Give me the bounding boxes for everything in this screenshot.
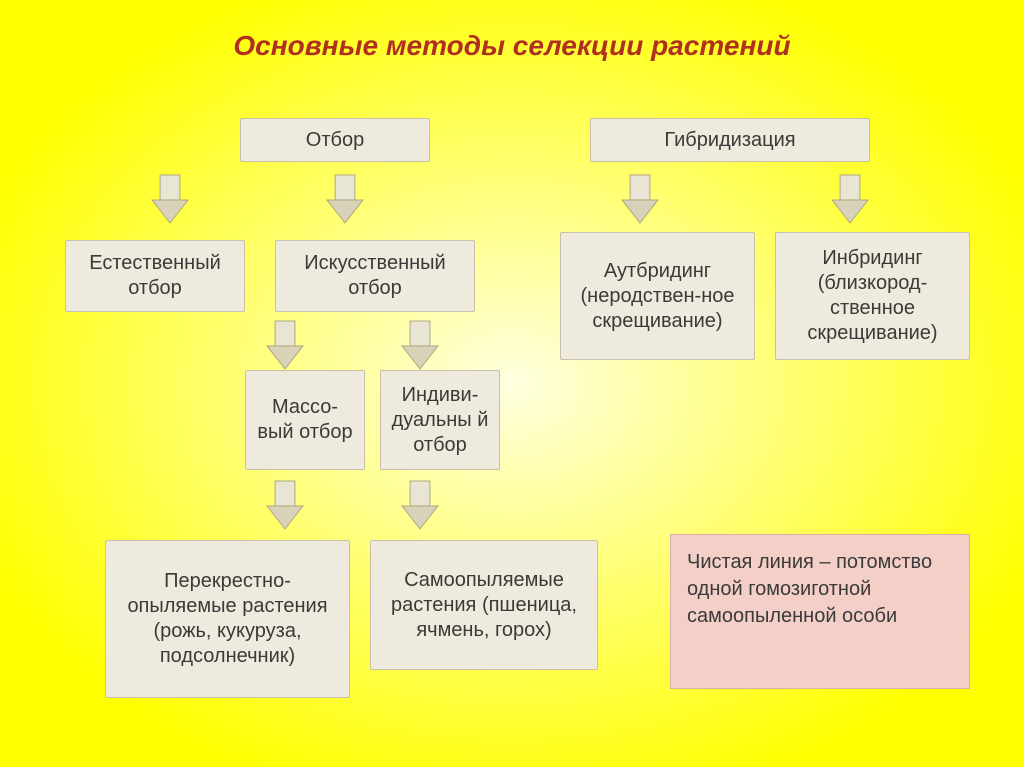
diagram-title: Основные методы селекции растений	[0, 30, 1024, 62]
box-samoopyl: Самоопыляемые растения (пшеница, ячмень,…	[370, 540, 598, 670]
box-otbor: Отбор	[240, 118, 430, 162]
box-individ: Индиви-дуальны й отбор	[380, 370, 500, 470]
box-label: Перекрестно-опыляемые растения (рожь, ку…	[116, 569, 339, 669]
box-label: Самоопыляемые растения (пшеница, ячмень,…	[381, 568, 587, 643]
arrow-down-icon	[399, 478, 441, 532]
box-perekrest: Перекрестно-опыляемые растения (рожь, ку…	[105, 540, 350, 698]
arrow-down-icon	[264, 318, 306, 372]
box-label: Искусственный отбор	[286, 251, 464, 301]
arrow-down-icon	[619, 172, 661, 226]
arrow-down-icon	[149, 172, 191, 226]
box-label: Массо-вый отбор	[256, 395, 354, 445]
arrow-down-icon	[264, 478, 306, 532]
box-label: Естественный отбор	[76, 251, 234, 301]
box-massov: Массо-вый отбор	[245, 370, 365, 470]
box-iskusstv: Искусственный отбор	[275, 240, 475, 312]
arrow-down-icon	[829, 172, 871, 226]
diagram-content: Основные методы селекции растений Отбор …	[0, 0, 1024, 767]
box-estestv: Естественный отбор	[65, 240, 245, 312]
box-inbriding: Инбридинг (близкород-ственное скрещивани…	[775, 232, 970, 360]
box-label: Инбридинг (близкород-ственное скрещивани…	[786, 246, 959, 346]
box-gibrid: Гибридизация	[590, 118, 870, 162]
definition-note: Чистая линия – потомство одной гомозигот…	[670, 534, 970, 689]
box-label: Аутбридинг (неродствен-ное скрещивание)	[571, 259, 744, 334]
box-label: Гибридизация	[664, 128, 795, 153]
box-label: Индиви-дуальны й отбор	[391, 383, 489, 458]
box-label: Отбор	[306, 128, 364, 153]
box-autbriding: Аутбридинг (неродствен-ное скрещивание)	[560, 232, 755, 360]
arrow-down-icon	[324, 172, 366, 226]
arrow-down-icon	[399, 318, 441, 372]
